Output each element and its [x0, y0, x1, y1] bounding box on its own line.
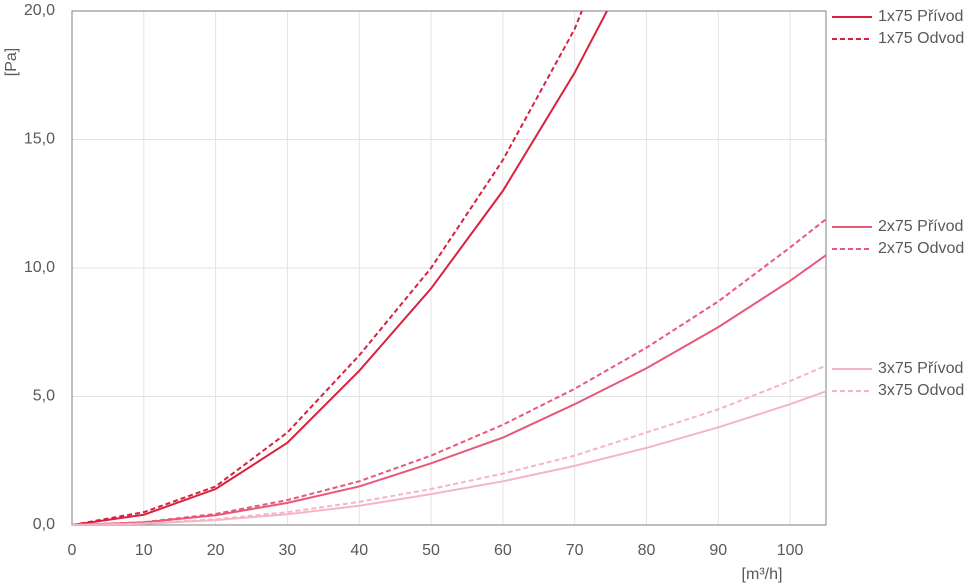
y-tick-label: 20,0 — [24, 2, 55, 19]
series-line — [72, 11, 583, 525]
legend-label: 1x75 Odvod — [878, 30, 964, 47]
x-tick-label: 50 — [422, 542, 440, 559]
plot-frame — [71, 10, 827, 526]
x-tick-label: 0 — [68, 542, 77, 559]
legend-label: 2x75 Odvod — [878, 240, 964, 257]
x-axis-label: [m³/h] — [742, 566, 783, 583]
y-axis-label: [Pa] — [3, 48, 20, 76]
legend-label: 2x75 Přívod — [878, 218, 963, 235]
series-line — [72, 364, 826, 525]
x-tick-label: 10 — [135, 542, 153, 559]
series-line — [72, 254, 826, 525]
legend-label: 3x75 Odvod — [878, 382, 964, 399]
x-tick-label: 20 — [207, 542, 225, 559]
y-tick-label: 5,0 — [33, 388, 55, 405]
x-tick-label: 40 — [350, 542, 368, 559]
x-tick-label: 100 — [777, 542, 804, 559]
legend-label: 3x75 Přívod — [878, 360, 963, 377]
x-tick-label: 30 — [279, 542, 297, 559]
y-tick-label: 15,0 — [24, 131, 55, 148]
series-line — [72, 218, 826, 525]
x-tick-label: 80 — [638, 542, 656, 559]
x-tick-label: 60 — [494, 542, 512, 559]
series-line — [72, 11, 608, 525]
x-tick-label: 70 — [566, 542, 584, 559]
y-tick-label: 0,0 — [33, 516, 55, 533]
plot-area — [72, 11, 826, 525]
x-tick-label: 90 — [709, 542, 727, 559]
series-line — [72, 390, 826, 525]
legend-label: 1x75 Přívod — [878, 8, 963, 25]
y-tick-label: 10,0 — [24, 259, 55, 276]
